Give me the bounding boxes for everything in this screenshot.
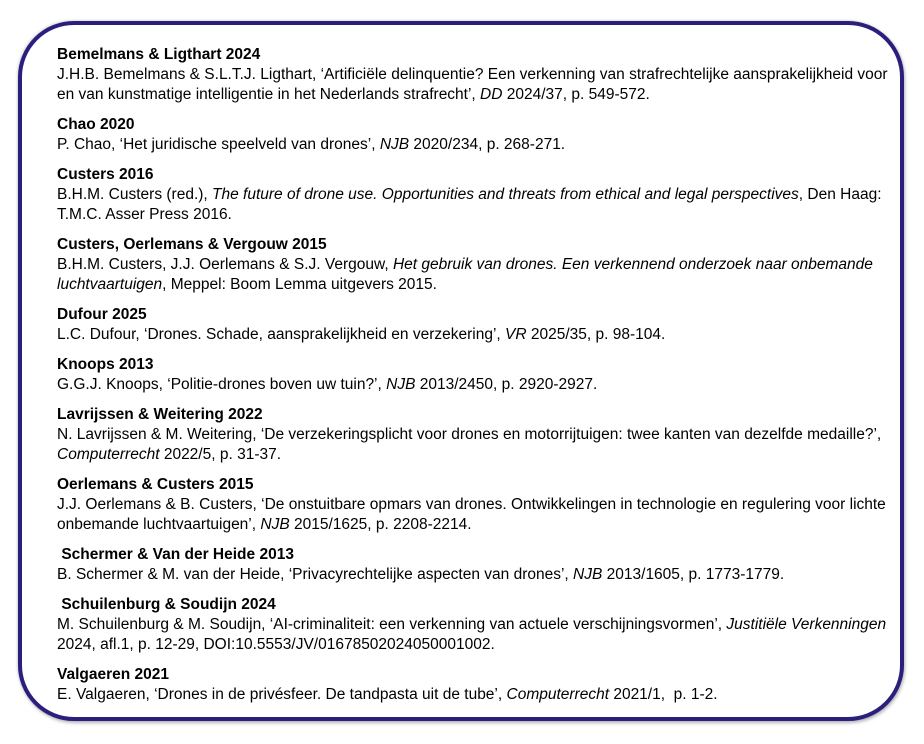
citation-italic-segment: DD	[480, 86, 503, 103]
entry-heading: Custers, Oerlemans & Vergouw 2015	[57, 236, 327, 253]
citation-text-segment: 2025/35, p. 98-104.	[526, 326, 666, 343]
bibliography-entry: Schuilenburg & Soudijn 2024 M. Schuilenbu…	[57, 595, 892, 655]
bibliography-entry: Oerlemans & Custers 2015 J.J. Oerlemans &…	[57, 475, 892, 535]
bibliography-list: Bemelmans & Ligthart 2024 J.H.B. Bemelman…	[57, 45, 892, 705]
entry-heading: Bemelmans & Ligthart 2024	[57, 46, 261, 63]
citation-text-segment: P. Chao, ‘Het juridische speelveld van d…	[57, 136, 380, 153]
citation-italic-segment: Justitiële Verkenningen	[726, 616, 887, 633]
entry-citation: B.H.M. Custers (red.), The future of dro…	[57, 185, 892, 225]
citation-italic-segment: NJB	[379, 136, 410, 153]
entry-heading: Valgaeren 2021	[57, 666, 170, 683]
entry-heading: Schermer & Van der Heide 2013	[57, 546, 294, 563]
entry-citation: M. Schuilenburg & M. Soudijn, ‘AI-crimin…	[57, 615, 892, 655]
entry-citation: J.J. Oerlemans & B. Custers, ‘De onstuit…	[57, 495, 892, 535]
entry-citation: G.G.J. Knoops, ‘Politie-drones boven uw …	[57, 375, 892, 395]
citation-text-segment: E. Valgaeren, ‘Drones in de privésfeer. …	[57, 686, 507, 703]
entry-heading: Dufour 2025	[57, 306, 147, 323]
entry-citation: E. Valgaeren, ‘Drones in de privésfeer. …	[57, 685, 892, 705]
bibliography-entry: Custers 2016 B.H.M. Custers (red.), The f…	[57, 165, 892, 225]
entry-citation: B.H.M. Custers, J.J. Oerlemans & S.J. Ve…	[57, 255, 892, 295]
citation-text-segment: 2021/1, p. 1-2.	[609, 686, 718, 703]
citation-text-segment: B.H.M. Custers (red.),	[57, 186, 213, 203]
bibliography-entry: Valgaeren 2021 E. Valgaeren, ‘Drones in d…	[57, 665, 892, 705]
entry-heading: Custers 2016	[57, 166, 154, 183]
entry-citation: L.C. Dufour, ‘Drones. Schade, aansprakel…	[57, 325, 892, 345]
citation-italic-segment: The future of drone use. Opportunities a…	[212, 186, 799, 203]
bibliography-entry: Bemelmans & Ligthart 2024 J.H.B. Bemelman…	[57, 45, 892, 105]
bibliography-entry: Chao 2020 P. Chao, ‘Het juridische speelv…	[57, 115, 892, 155]
bibliography-entry: Knoops 2013 G.G.J. Knoops, ‘Politie-drone…	[57, 355, 892, 395]
entry-citation: P. Chao, ‘Het juridische speelveld van d…	[57, 135, 892, 155]
entry-heading: Chao 2020	[57, 116, 135, 133]
entry-citation: J.H.B. Bemelmans & S.L.T.J. Ligthart, ‘A…	[57, 65, 892, 105]
citation-text-segment: 2024, afl.1, p. 12-29, DOI:10.5553/JV/01…	[57, 616, 891, 653]
citation-italic-segment: NJB	[573, 566, 603, 583]
citation-text-segment: 2024/37, p. 549-572.	[502, 86, 650, 103]
citation-text-segment: 2013/2450, p. 2920-2927.	[415, 376, 598, 393]
entry-heading: Schuilenburg & Soudijn 2024	[57, 596, 276, 613]
citation-text-segment: J.H.B. Bemelmans & S.L.T.J. Ligthart, ‘A…	[57, 66, 892, 103]
citation-text-segment: , Den Haag: T.M.C. Asser Press 2016.	[57, 186, 886, 223]
citation-italic-segment: Computerrecht	[57, 446, 160, 463]
entry-heading: Lavrijssen & Weitering 2022	[57, 406, 263, 423]
citation-italic-segment: Computerrecht	[506, 686, 610, 703]
citation-text-segment: 2015/1625, p. 2208-2214.	[289, 516, 472, 533]
citation-text-segment: J.J. Oerlemans & B. Custers, ‘De onstuit…	[57, 496, 891, 533]
entry-heading: Oerlemans & Custers 2015	[57, 476, 254, 493]
citation-italic-segment: NJB	[260, 516, 290, 533]
citation-text-segment: 2022/5, p. 31-37.	[159, 446, 282, 463]
citation-italic-segment: Het gebruik van drones. Een verkennend o…	[57, 256, 878, 293]
citation-italic-segment: VR	[505, 326, 527, 343]
bibliography-entry: Lavrijssen & Weitering 2022 N. Lavrijssen…	[57, 405, 892, 465]
citation-text-segment: B. Schermer & M. van der Heide, ‘Privacy…	[57, 566, 574, 583]
citation-text-segment: 2020/234, p. 268-271.	[409, 136, 566, 153]
entry-citation: N. Lavrijssen & M. Weitering, ‘De verzek…	[57, 425, 892, 465]
citation-text-segment: M. Schuilenburg & M. Soudijn, ‘AI-crimin…	[57, 616, 727, 633]
citation-text-segment: N. Lavrijssen & M. Weitering, ‘De verzek…	[57, 426, 886, 443]
bibliography-entry: Schermer & Van der Heide 2013 B. Schermer…	[57, 545, 892, 585]
entry-citation: B. Schermer & M. van der Heide, ‘Privacy…	[57, 565, 892, 585]
rounded-border-frame: Bemelmans & Ligthart 2024 J.H.B. Bemelman…	[18, 21, 904, 721]
citation-italic-segment: NJB	[386, 376, 416, 393]
citation-text-segment: G.G.J. Knoops, ‘Politie-drones boven uw …	[57, 376, 387, 393]
citation-text-segment: B.H.M. Custers, J.J. Oerlemans & S.J. Ve…	[57, 256, 393, 273]
bibliography-entry: Custers, Oerlemans & Vergouw 2015 B.H.M. …	[57, 235, 892, 295]
citation-text-segment: L.C. Dufour, ‘Drones. Schade, aansprakel…	[57, 326, 506, 343]
entry-heading: Knoops 2013	[57, 356, 154, 373]
citation-text-segment: 2013/1605, p. 1773-1779.	[602, 566, 785, 583]
citation-text-segment: , Meppel: Boom Lemma uitgevers 2015.	[162, 276, 437, 293]
bibliography-entry: Dufour 2025 L.C. Dufour, ‘Drones. Schade,…	[57, 305, 892, 345]
